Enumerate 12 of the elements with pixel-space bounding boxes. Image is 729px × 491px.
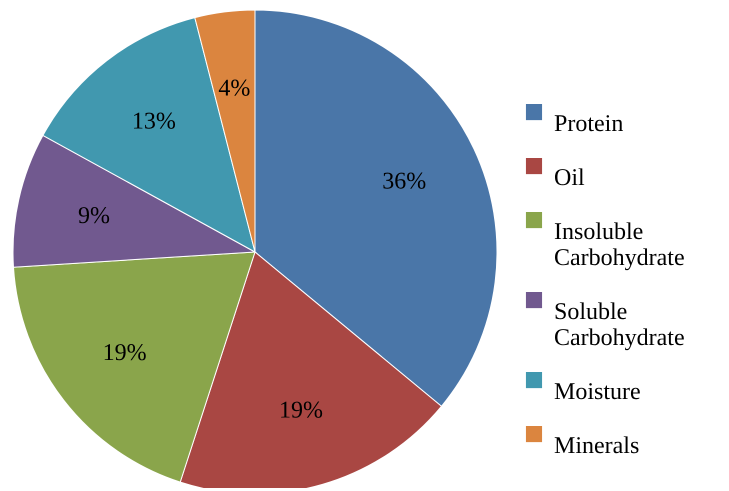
legend-label: Soluble Carbohydrate bbox=[554, 299, 685, 351]
legend-label: Oil bbox=[554, 165, 585, 191]
data-label: 4% bbox=[218, 75, 250, 102]
legend-label: Protein bbox=[554, 111, 624, 137]
legend-label: Minerals bbox=[554, 433, 640, 459]
legend-label: Moisture bbox=[554, 379, 641, 405]
data-label: 9% bbox=[78, 203, 110, 230]
data-label: 19% bbox=[279, 397, 324, 424]
legend-label: Insoluble Carbohydrate bbox=[554, 219, 685, 271]
data-label: 13% bbox=[132, 108, 176, 135]
data-label: 36% bbox=[382, 168, 426, 195]
data-label: 19% bbox=[102, 340, 147, 366]
